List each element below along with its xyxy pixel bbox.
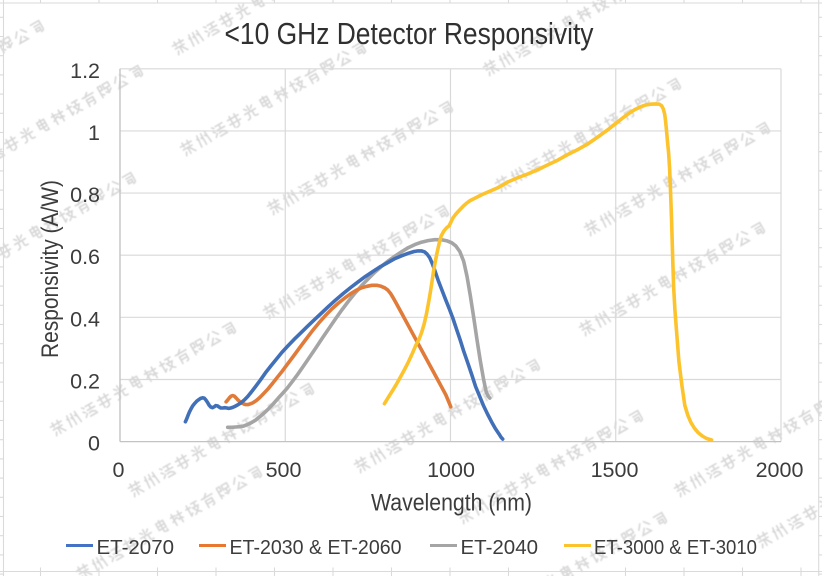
- svg-text:1: 1: [88, 121, 100, 145]
- svg-text:<10 GHz Detector Responsivity: <10 GHz Detector Responsivity: [225, 16, 594, 51]
- svg-text:0.4: 0.4: [70, 307, 100, 331]
- svg-text:0.2: 0.2: [70, 369, 100, 393]
- svg-text:0: 0: [113, 458, 125, 482]
- svg-text:ET-2070: ET-2070: [97, 536, 175, 559]
- svg-text:ET-2030 & ET-2060: ET-2030 & ET-2060: [230, 536, 402, 559]
- svg-text:1000: 1000: [427, 458, 475, 482]
- svg-text:Wavelength (nm): Wavelength (nm): [371, 490, 532, 517]
- svg-text:0: 0: [88, 432, 100, 456]
- svg-text:500: 500: [266, 458, 302, 482]
- svg-text:1.2: 1.2: [70, 59, 100, 83]
- svg-text:Responsivity (A/W): Responsivity (A/W): [37, 180, 64, 358]
- svg-text:1500: 1500: [591, 458, 639, 482]
- svg-text:ET-3000 & ET-3010: ET-3000 & ET-3010: [594, 536, 757, 559]
- svg-text:2000: 2000: [756, 458, 804, 482]
- svg-text:0.6: 0.6: [70, 245, 100, 269]
- svg-text:ET-2040: ET-2040: [461, 536, 539, 559]
- svg-text:0.8: 0.8: [70, 183, 100, 207]
